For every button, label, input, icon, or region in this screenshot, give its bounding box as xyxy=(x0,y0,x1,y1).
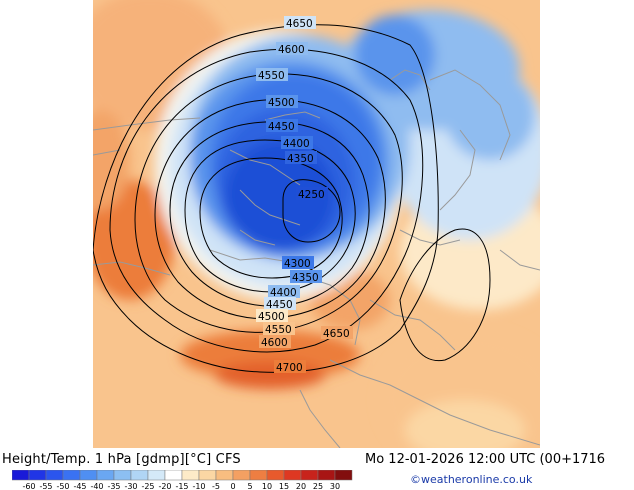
contour-label: 4500 xyxy=(258,311,285,323)
colorbar-tick-label: 10 xyxy=(262,482,272,490)
colorbar-swatch xyxy=(147,470,166,481)
contour-label: 4500 xyxy=(268,97,295,109)
contour-label: 4700 xyxy=(276,362,303,374)
colorbar-tick-label: -35 xyxy=(107,482,120,490)
contour-label: 4600 xyxy=(261,337,288,349)
colorbar-swatch xyxy=(28,470,47,481)
colorbar-tick-label: -30 xyxy=(124,482,137,490)
colorbar-swatch xyxy=(232,470,251,481)
colorbar-swatch xyxy=(130,470,149,481)
colorbar-swatch xyxy=(45,470,64,481)
colorbar-swatch xyxy=(96,470,115,481)
colorbar-swatch xyxy=(79,470,98,481)
colorbar-swatch xyxy=(283,470,302,481)
contour-labels: 4650 4600 4550 4500 4450 4400 4350 4250 … xyxy=(256,16,353,374)
colorbar-tick-label: -45 xyxy=(73,482,86,490)
colorbar-swatches xyxy=(12,470,353,481)
contour-label: 4400 xyxy=(270,287,297,299)
contour-label: 4550 xyxy=(265,324,292,336)
colorbar-tick-label: -40 xyxy=(90,482,103,490)
contour-label: 4250 xyxy=(298,189,325,201)
contour-label: 4300 xyxy=(284,258,311,270)
colorbar-tick-label: -55 xyxy=(39,482,52,490)
contour-label: 4350 xyxy=(292,272,319,284)
valid-time: Mo 12-01-2026 12:00 UTC (00+1716 xyxy=(365,452,606,467)
weather-map: 4650 4600 4550 4500 4450 4400 4350 4250 … xyxy=(93,0,540,448)
colorbar-swatch xyxy=(181,470,200,481)
contour-label: 4450 xyxy=(266,299,293,311)
colorbar-tick-label: 25 xyxy=(313,482,323,490)
colorbar-swatch xyxy=(164,470,183,481)
footer xyxy=(0,448,634,490)
colorbar-swatch xyxy=(62,470,81,481)
colorbar-labels: -60 -55 -50 -45 -40 -35 -30 -25 -20 -15 -10 -5 0 5 10 1… xyxy=(22,482,340,490)
colorbar-swatch xyxy=(300,470,319,481)
colorbar: -60 -55 -50 -45 -40 -35 -30 -25 -20 -15 -10 -5 0 5 10 1… xyxy=(12,470,353,490)
colorbar-swatch xyxy=(198,470,217,481)
contour-label: 4600 xyxy=(278,44,305,56)
temperature-field: 4650 4600 4550 4500 4450 4400 4350 4250 … xyxy=(93,0,540,448)
colorbar-swatch xyxy=(113,470,132,481)
contour-label: 4650 xyxy=(286,18,313,30)
colorbar-swatch xyxy=(317,470,336,481)
contour-label: 4450 xyxy=(268,121,295,133)
height-contours xyxy=(93,24,491,373)
colorbar-tick-label: -15 xyxy=(175,482,188,490)
colorbar-tick-label: -60 xyxy=(22,482,35,490)
colorbar-tick-label: 30 xyxy=(330,482,340,490)
colorbar-tick-label: 5 xyxy=(247,482,252,490)
colorbar-tick-label: 15 xyxy=(279,482,289,490)
colorbar-tick-label: -25 xyxy=(141,482,154,490)
colorbar-swatch xyxy=(266,470,285,481)
contour-label: 4350 xyxy=(287,153,314,165)
colorbar-swatch xyxy=(334,470,353,481)
colorbar-swatch xyxy=(215,470,234,481)
colorbar-tick-label: 20 xyxy=(296,482,306,490)
colorbar-tick-label: -20 xyxy=(158,482,171,490)
contour-label: 4400 xyxy=(283,138,310,150)
colorbar-tick-label: 0 xyxy=(230,482,235,490)
map-title: Height/Temp. 1 hPa [gdmp][°C] CFS xyxy=(2,452,241,467)
contour-label: 4650 xyxy=(323,328,350,340)
colorbar-swatch xyxy=(12,470,30,481)
colorbar-swatch xyxy=(249,470,268,481)
colorbar-tick-label: -50 xyxy=(56,482,69,490)
colorbar-tick-label: -10 xyxy=(192,482,205,490)
contour-label: 4550 xyxy=(258,70,285,82)
credit-link[interactable]: ©weatheronline.co.uk xyxy=(410,473,533,486)
colorbar-tick-label: -5 xyxy=(212,482,220,490)
